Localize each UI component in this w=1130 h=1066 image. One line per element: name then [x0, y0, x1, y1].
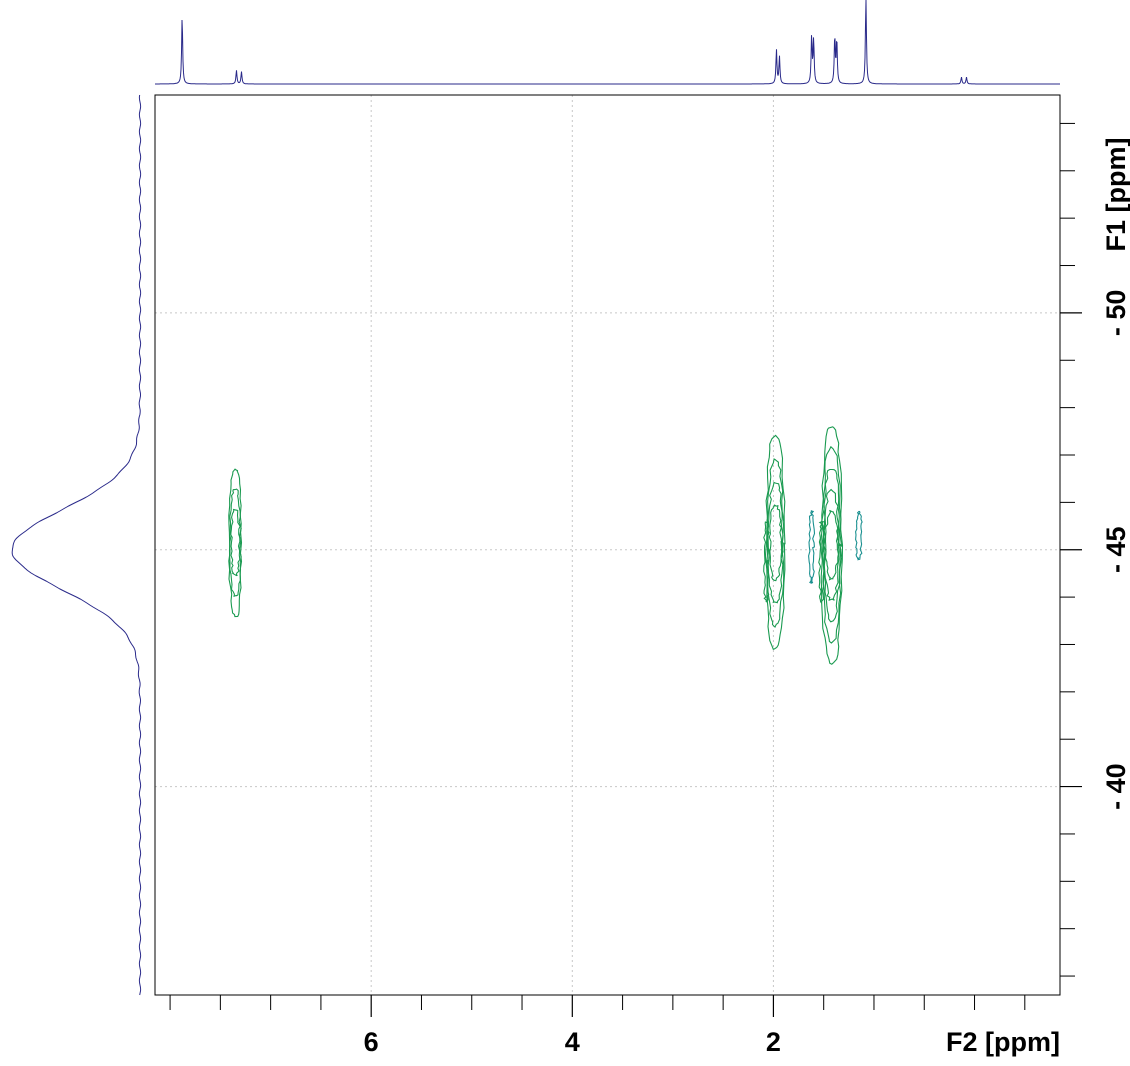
- contour-level: [768, 504, 783, 582]
- x-axis-title: F2 [ppm]: [946, 1027, 1060, 1057]
- contour-level: [855, 510, 863, 561]
- contour-level: [763, 519, 770, 603]
- x-tick-label: 4: [565, 1027, 580, 1057]
- y-tick-label: - 50: [1101, 290, 1130, 337]
- y-tick-label: - 45: [1101, 526, 1130, 573]
- contour-level: [228, 488, 242, 597]
- f2-projection-trace: [155, 0, 1060, 85]
- contour-level: [767, 481, 784, 604]
- y-axis-ticks: - 50 - 45 - 40: [1060, 122, 1130, 977]
- x-tick-label: 6: [364, 1027, 379, 1057]
- x-axis-ticks: 6 4 2: [169, 995, 1026, 1057]
- plot-frame: [154, 94, 1061, 996]
- y-axis-title: F1 [ppm]: [1101, 137, 1130, 251]
- y-tick-label: - 40: [1101, 763, 1130, 810]
- contour-level: [230, 508, 241, 577]
- f1-projection: [11, 94, 142, 996]
- contour-level: [808, 510, 816, 584]
- contour-plot: [228, 426, 863, 665]
- contour-level: [764, 434, 786, 650]
- f1-projection-trace: [11, 94, 142, 996]
- contour-level: [823, 468, 842, 623]
- contour-level: [824, 509, 839, 581]
- f2-projection: [155, 0, 1060, 85]
- x-tick-label: 2: [766, 1027, 781, 1057]
- contour-level: [823, 488, 840, 601]
- contour-level: [818, 521, 826, 605]
- contour-level: [820, 426, 844, 665]
- contour-level: [821, 445, 843, 644]
- grid-lines: [155, 95, 1060, 995]
